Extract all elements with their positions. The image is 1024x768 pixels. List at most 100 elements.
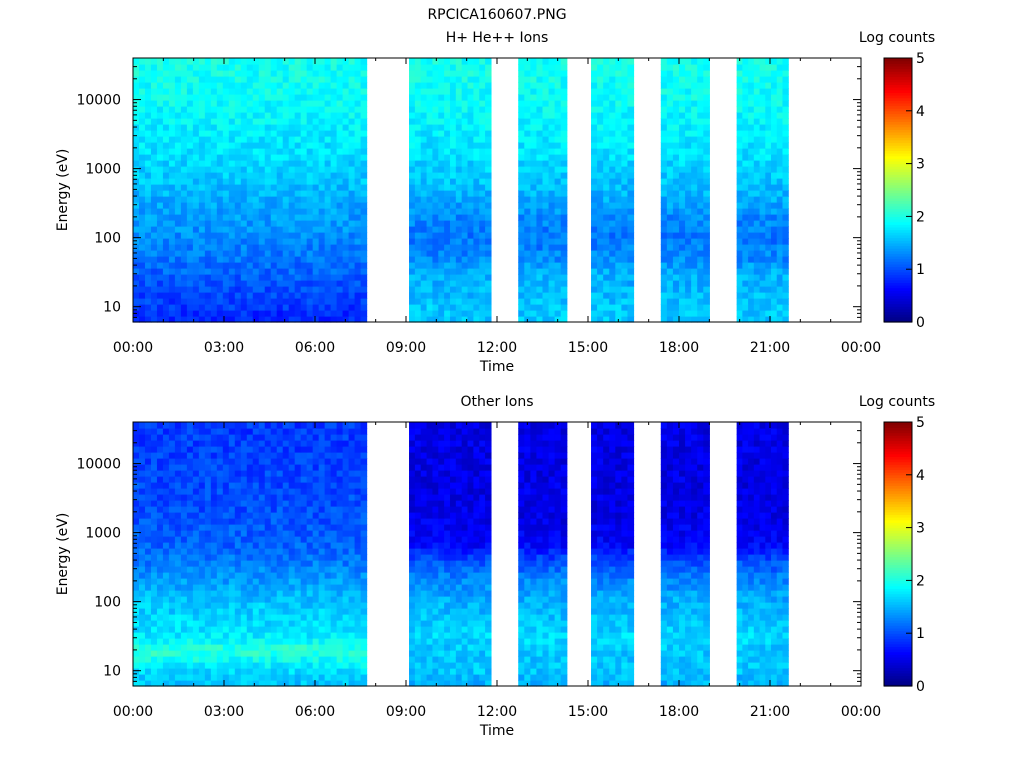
spectrogram-cell — [306, 94, 314, 101]
spectrogram-cell — [748, 166, 755, 173]
spectrogram-cell — [318, 614, 326, 621]
spectrogram-cell — [288, 238, 296, 245]
spectrogram-cell — [150, 602, 158, 609]
spectrogram-cell — [288, 88, 296, 95]
spectrogram-cell — [409, 118, 416, 125]
spectrogram-cell — [432, 106, 439, 113]
spectrogram-cell — [776, 82, 784, 89]
colorbar-step — [884, 308, 912, 313]
spectrogram-cell — [264, 674, 272, 681]
spectrogram-cell — [312, 578, 320, 585]
spectrogram-cell — [234, 64, 242, 71]
spectrogram-cell — [156, 536, 164, 543]
spectrogram-cell — [597, 280, 604, 287]
spectrogram-cell — [186, 256, 194, 263]
spectrogram-cell — [186, 238, 194, 245]
spectrogram-cell — [679, 148, 686, 155]
spectrogram-cell — [192, 548, 200, 555]
spectrogram-cell — [180, 238, 188, 245]
spectrogram-cell — [264, 100, 272, 107]
spectrogram-cell — [180, 614, 188, 621]
spectrogram-cell — [288, 184, 296, 191]
spectrogram-cell — [776, 250, 784, 257]
spectrogram-cell — [444, 130, 451, 137]
spectrogram-cell — [354, 208, 362, 215]
spectrogram-cell — [703, 298, 710, 305]
spectrogram-cell — [258, 268, 266, 275]
spectrogram-cell — [691, 112, 698, 119]
spectrogram-cell — [246, 190, 254, 197]
spectrogram-cell — [276, 256, 284, 263]
spectrogram-cell — [621, 256, 629, 263]
spectrogram-cell — [597, 298, 604, 305]
spectrogram-cell — [330, 596, 338, 603]
spectrogram-cell — [192, 148, 200, 155]
spectrogram-cell — [691, 166, 698, 173]
spectrogram-cell — [449, 280, 457, 287]
spectrogram-cell — [455, 316, 463, 323]
spectrogram-cell — [192, 292, 200, 299]
spectrogram-cell — [133, 148, 140, 155]
spectrogram-cell — [324, 608, 332, 615]
spectrogram-cell — [180, 650, 188, 657]
spectrogram-cell — [312, 632, 320, 639]
spectrogram-cell — [348, 244, 356, 251]
spectrogram-cell — [222, 602, 230, 609]
spectrogram-cell — [144, 82, 152, 89]
spectrogram-cell — [660, 220, 668, 227]
spectrogram-cell — [246, 268, 254, 275]
spectrogram-cell — [426, 268, 434, 275]
spectrogram-cell — [485, 112, 492, 119]
spectrogram-cell — [354, 76, 362, 83]
spectrogram-cell — [210, 662, 218, 669]
spectrogram-cell — [300, 292, 308, 299]
spectrogram-cell — [210, 70, 218, 77]
spectrogram-cell — [264, 262, 272, 269]
spectrogram-cell — [240, 256, 248, 263]
spectrogram-cell — [691, 178, 698, 185]
spectrogram-cell — [449, 118, 457, 125]
spectrogram-cell — [660, 208, 668, 215]
spectrogram-cell — [222, 256, 230, 263]
spectrogram-cell — [409, 244, 416, 251]
spectrogram-cell — [180, 668, 188, 675]
spectrogram-cell — [264, 268, 272, 275]
spectrogram-cell — [312, 608, 320, 615]
spectrogram-cell — [162, 214, 170, 221]
spectrogram-cell — [133, 256, 140, 263]
spectrogram-cell — [258, 64, 266, 71]
spectrogram-cell — [438, 106, 445, 113]
spectrogram-cell — [736, 196, 743, 203]
spectrogram-cell — [294, 566, 302, 573]
spectrogram-cell — [679, 58, 686, 65]
spectrogram-cell — [685, 190, 692, 197]
spectrogram-cell — [204, 608, 212, 615]
spectrogram-cell — [679, 70, 686, 77]
spectrogram-cell — [133, 554, 140, 561]
spectrogram-cell — [330, 680, 338, 687]
spectrogram-cell — [748, 130, 755, 137]
spectrogram-cell — [204, 100, 212, 107]
spectrogram-cell — [536, 190, 544, 197]
spectrogram-cell — [703, 160, 710, 167]
spectrogram-cell — [409, 58, 416, 65]
spectrogram-cell — [748, 310, 755, 317]
spectrogram-cell — [288, 560, 296, 567]
spectrogram-cell — [258, 76, 266, 83]
spectrogram-cell — [679, 106, 686, 113]
spectrogram-cell — [672, 94, 680, 101]
spectrogram-cell — [324, 638, 332, 645]
spectrogram-cell — [198, 602, 206, 609]
spectrogram-cell — [782, 166, 789, 173]
spectrogram-cell — [518, 226, 525, 233]
spectrogram-cell — [288, 208, 296, 215]
spectrogram-cell — [336, 292, 344, 299]
spectrogram-cell — [204, 298, 212, 305]
spectrogram-cell — [560, 58, 568, 65]
spectrogram-cell — [318, 82, 326, 89]
spectrogram-cell — [228, 100, 236, 107]
spectrogram-cell — [479, 184, 486, 191]
spectrogram-cell — [354, 536, 362, 543]
spectrogram-cell — [414, 94, 422, 101]
spectrogram-cell — [621, 178, 629, 185]
